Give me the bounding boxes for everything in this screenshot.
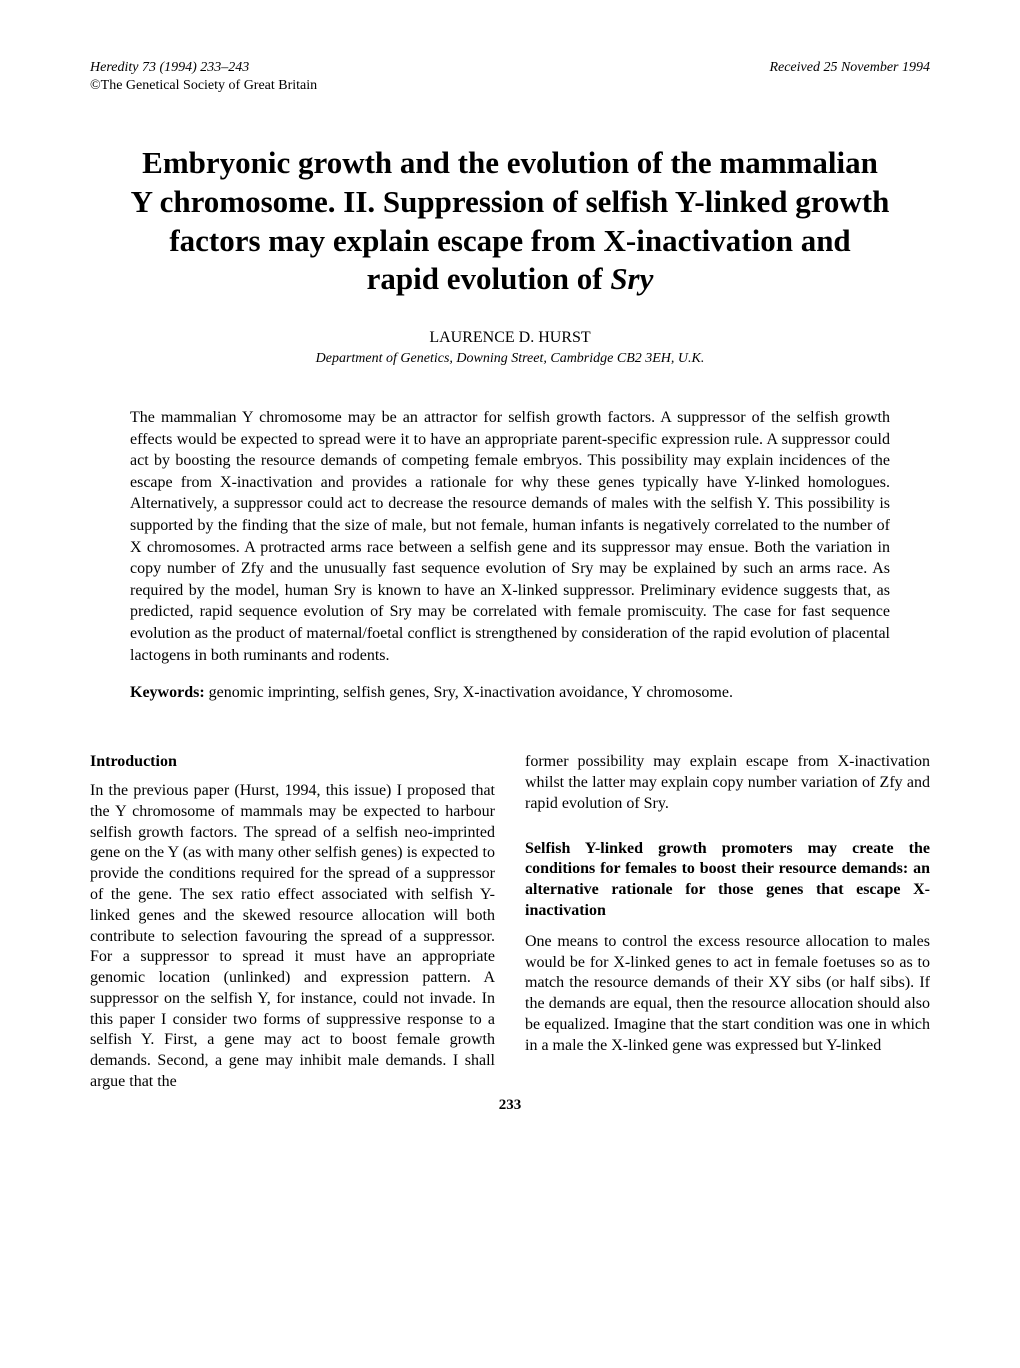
- journal-reference: Heredity 73 (1994) 233–243: [90, 60, 249, 76]
- section2-text: One means to control the excess resource…: [525, 932, 930, 1057]
- abstract-text: The mammalian Y chromosome may be an att…: [130, 407, 890, 666]
- section2-heading: Selfish Y-linked growth promoters may cr…: [525, 839, 930, 922]
- introduction-heading: Introduction: [90, 752, 495, 773]
- left-column: Introduction In the previous paper (Hurs…: [90, 752, 495, 1093]
- author-name: LAURENCE D. HURST: [90, 329, 930, 347]
- keywords-label: Keywords:: [130, 684, 205, 701]
- paper-title: Embryonic growth and the evolution of th…: [130, 144, 890, 299]
- intro-continuation: former possibility may explain escape fr…: [525, 752, 930, 814]
- keywords-text: genomic imprinting, selfish genes, Sry, …: [205, 684, 733, 701]
- keywords-line: Keywords: genomic imprinting, selfish ge…: [130, 684, 890, 702]
- author-affiliation: Department of Genetics, Downing Street, …: [90, 351, 930, 367]
- right-column: former possibility may explain escape fr…: [525, 752, 930, 1093]
- introduction-text: In the previous paper (Hurst, 1994, this…: [90, 781, 495, 1093]
- copyright-notice: ©The Genetical Society of Great Britain: [90, 78, 930, 94]
- received-date: Received 25 November 1994: [769, 60, 930, 76]
- page-number: 233: [90, 1097, 930, 1114]
